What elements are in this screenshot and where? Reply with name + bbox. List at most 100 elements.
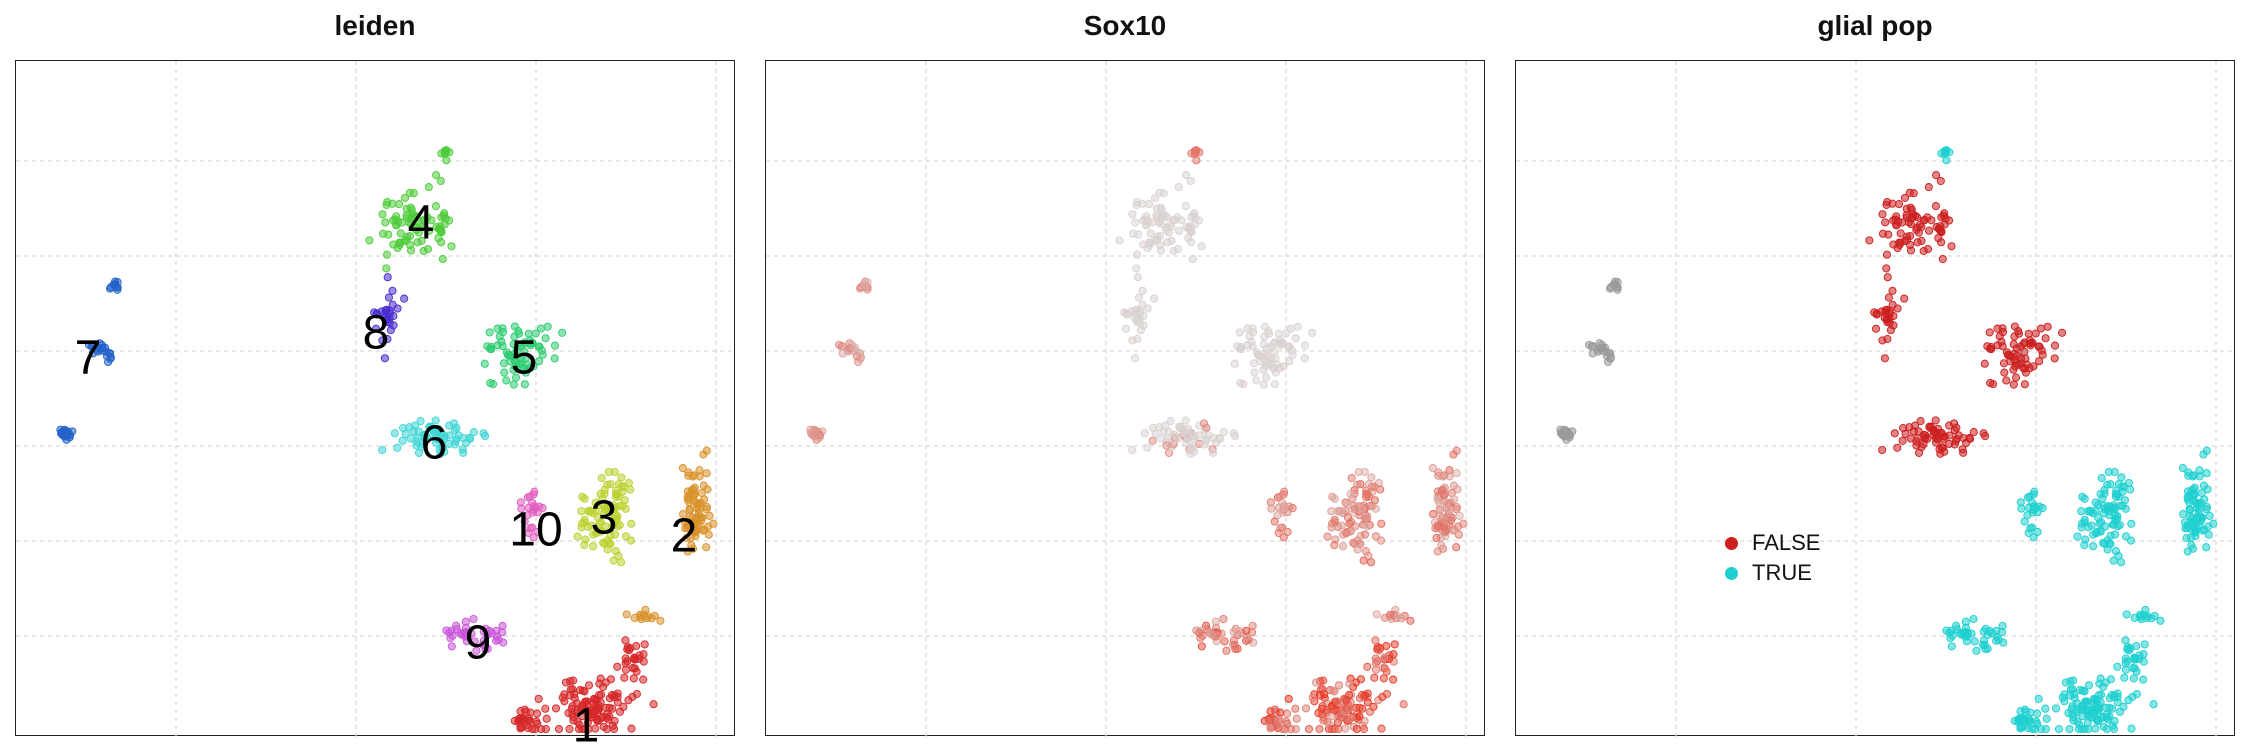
data-point — [1979, 627, 1988, 636]
data-point — [1350, 504, 1359, 514]
data-point — [2185, 498, 2194, 507]
data-point — [1130, 354, 1139, 363]
data-point — [1339, 530, 1348, 539]
data-point — [561, 678, 570, 687]
data-point — [2024, 716, 2033, 725]
data-point — [1175, 226, 1184, 235]
data-point — [1274, 716, 1283, 725]
data-point — [2012, 344, 2021, 353]
data-point — [2115, 707, 2125, 716]
data-point — [684, 522, 693, 531]
data-point — [569, 676, 578, 685]
data-point — [1197, 642, 1206, 651]
data-point — [447, 242, 456, 251]
data-point — [1878, 210, 1887, 219]
legend-marker-false — [1725, 536, 1738, 550]
data-point — [2109, 724, 2119, 734]
data-point — [621, 532, 631, 541]
data-point — [1931, 416, 1940, 425]
data-point — [1372, 610, 1381, 619]
data-point — [416, 417, 425, 426]
data-point — [595, 679, 604, 688]
data-point — [1248, 324, 1257, 333]
data-point — [1219, 614, 1228, 624]
data-point — [699, 481, 708, 490]
data-point — [1449, 481, 1458, 490]
data-point — [1143, 443, 1152, 452]
data-point — [2041, 704, 2050, 713]
data-point — [1131, 218, 1140, 227]
data-point — [621, 665, 630, 674]
data-point — [580, 494, 589, 503]
data-point — [2202, 469, 2211, 478]
data-point — [640, 640, 649, 649]
data-point — [2110, 530, 2120, 539]
data-point — [1142, 221, 1151, 230]
data-point — [1893, 443, 1902, 452]
data-point — [1220, 637, 1229, 646]
data-point — [2183, 547, 2192, 556]
cluster-label-1: 1 — [573, 700, 600, 750]
data-point — [1900, 294, 1909, 303]
data-point — [529, 533, 538, 542]
data-point — [396, 229, 405, 238]
data-point — [605, 703, 614, 712]
data-point — [1347, 714, 1356, 723]
data-point — [2111, 547, 2120, 556]
data-point — [461, 617, 470, 626]
data-point — [110, 280, 119, 289]
data-point — [2009, 380, 2018, 389]
data-point — [380, 354, 389, 363]
data-point — [423, 244, 433, 254]
data-point — [704, 522, 713, 531]
data-point — [1452, 505, 1461, 514]
data-point — [585, 506, 594, 515]
data-point — [2061, 678, 2070, 687]
data-point — [1898, 436, 1907, 445]
data-point — [1942, 626, 1951, 635]
data-point — [1872, 310, 1881, 319]
data-point — [2125, 646, 2134, 655]
data-point — [1177, 216, 1186, 225]
data-point — [532, 717, 541, 726]
data-point — [1328, 686, 1337, 695]
data-point — [450, 440, 459, 449]
data-point — [2080, 541, 2089, 550]
data-point — [1888, 300, 1897, 309]
cluster-label-3: 3 — [591, 492, 618, 545]
data-point — [514, 327, 523, 336]
data-point — [395, 200, 404, 209]
data-point — [1865, 236, 1874, 245]
data-point — [1892, 221, 1901, 230]
data-point — [1173, 244, 1183, 254]
data-point — [860, 280, 869, 289]
data-point — [383, 273, 392, 282]
data-point — [700, 495, 709, 504]
data-point — [412, 213, 422, 222]
data-point — [1337, 521, 1346, 530]
data-point — [432, 438, 441, 447]
data-point — [1239, 380, 1248, 389]
data-point — [437, 149, 446, 158]
data-point — [2132, 689, 2141, 699]
data-point — [401, 429, 410, 438]
data-point — [1139, 321, 1148, 330]
data-point — [1882, 250, 1892, 259]
data-point — [1447, 516, 1456, 525]
data-point — [627, 519, 636, 528]
data-point — [1363, 698, 1372, 707]
data-point — [406, 220, 415, 229]
data-point — [852, 347, 861, 356]
data-point — [1980, 359, 1989, 368]
data-point — [1359, 556, 1368, 565]
data-point — [1947, 242, 1956, 251]
data-point — [400, 294, 409, 303]
data-point — [2096, 527, 2105, 536]
data-point — [1441, 498, 1451, 507]
data-point — [1883, 314, 1892, 323]
data-point — [1438, 472, 1447, 481]
data-point — [480, 640, 489, 649]
data-point — [1250, 368, 1259, 377]
data-point — [1281, 329, 1290, 338]
